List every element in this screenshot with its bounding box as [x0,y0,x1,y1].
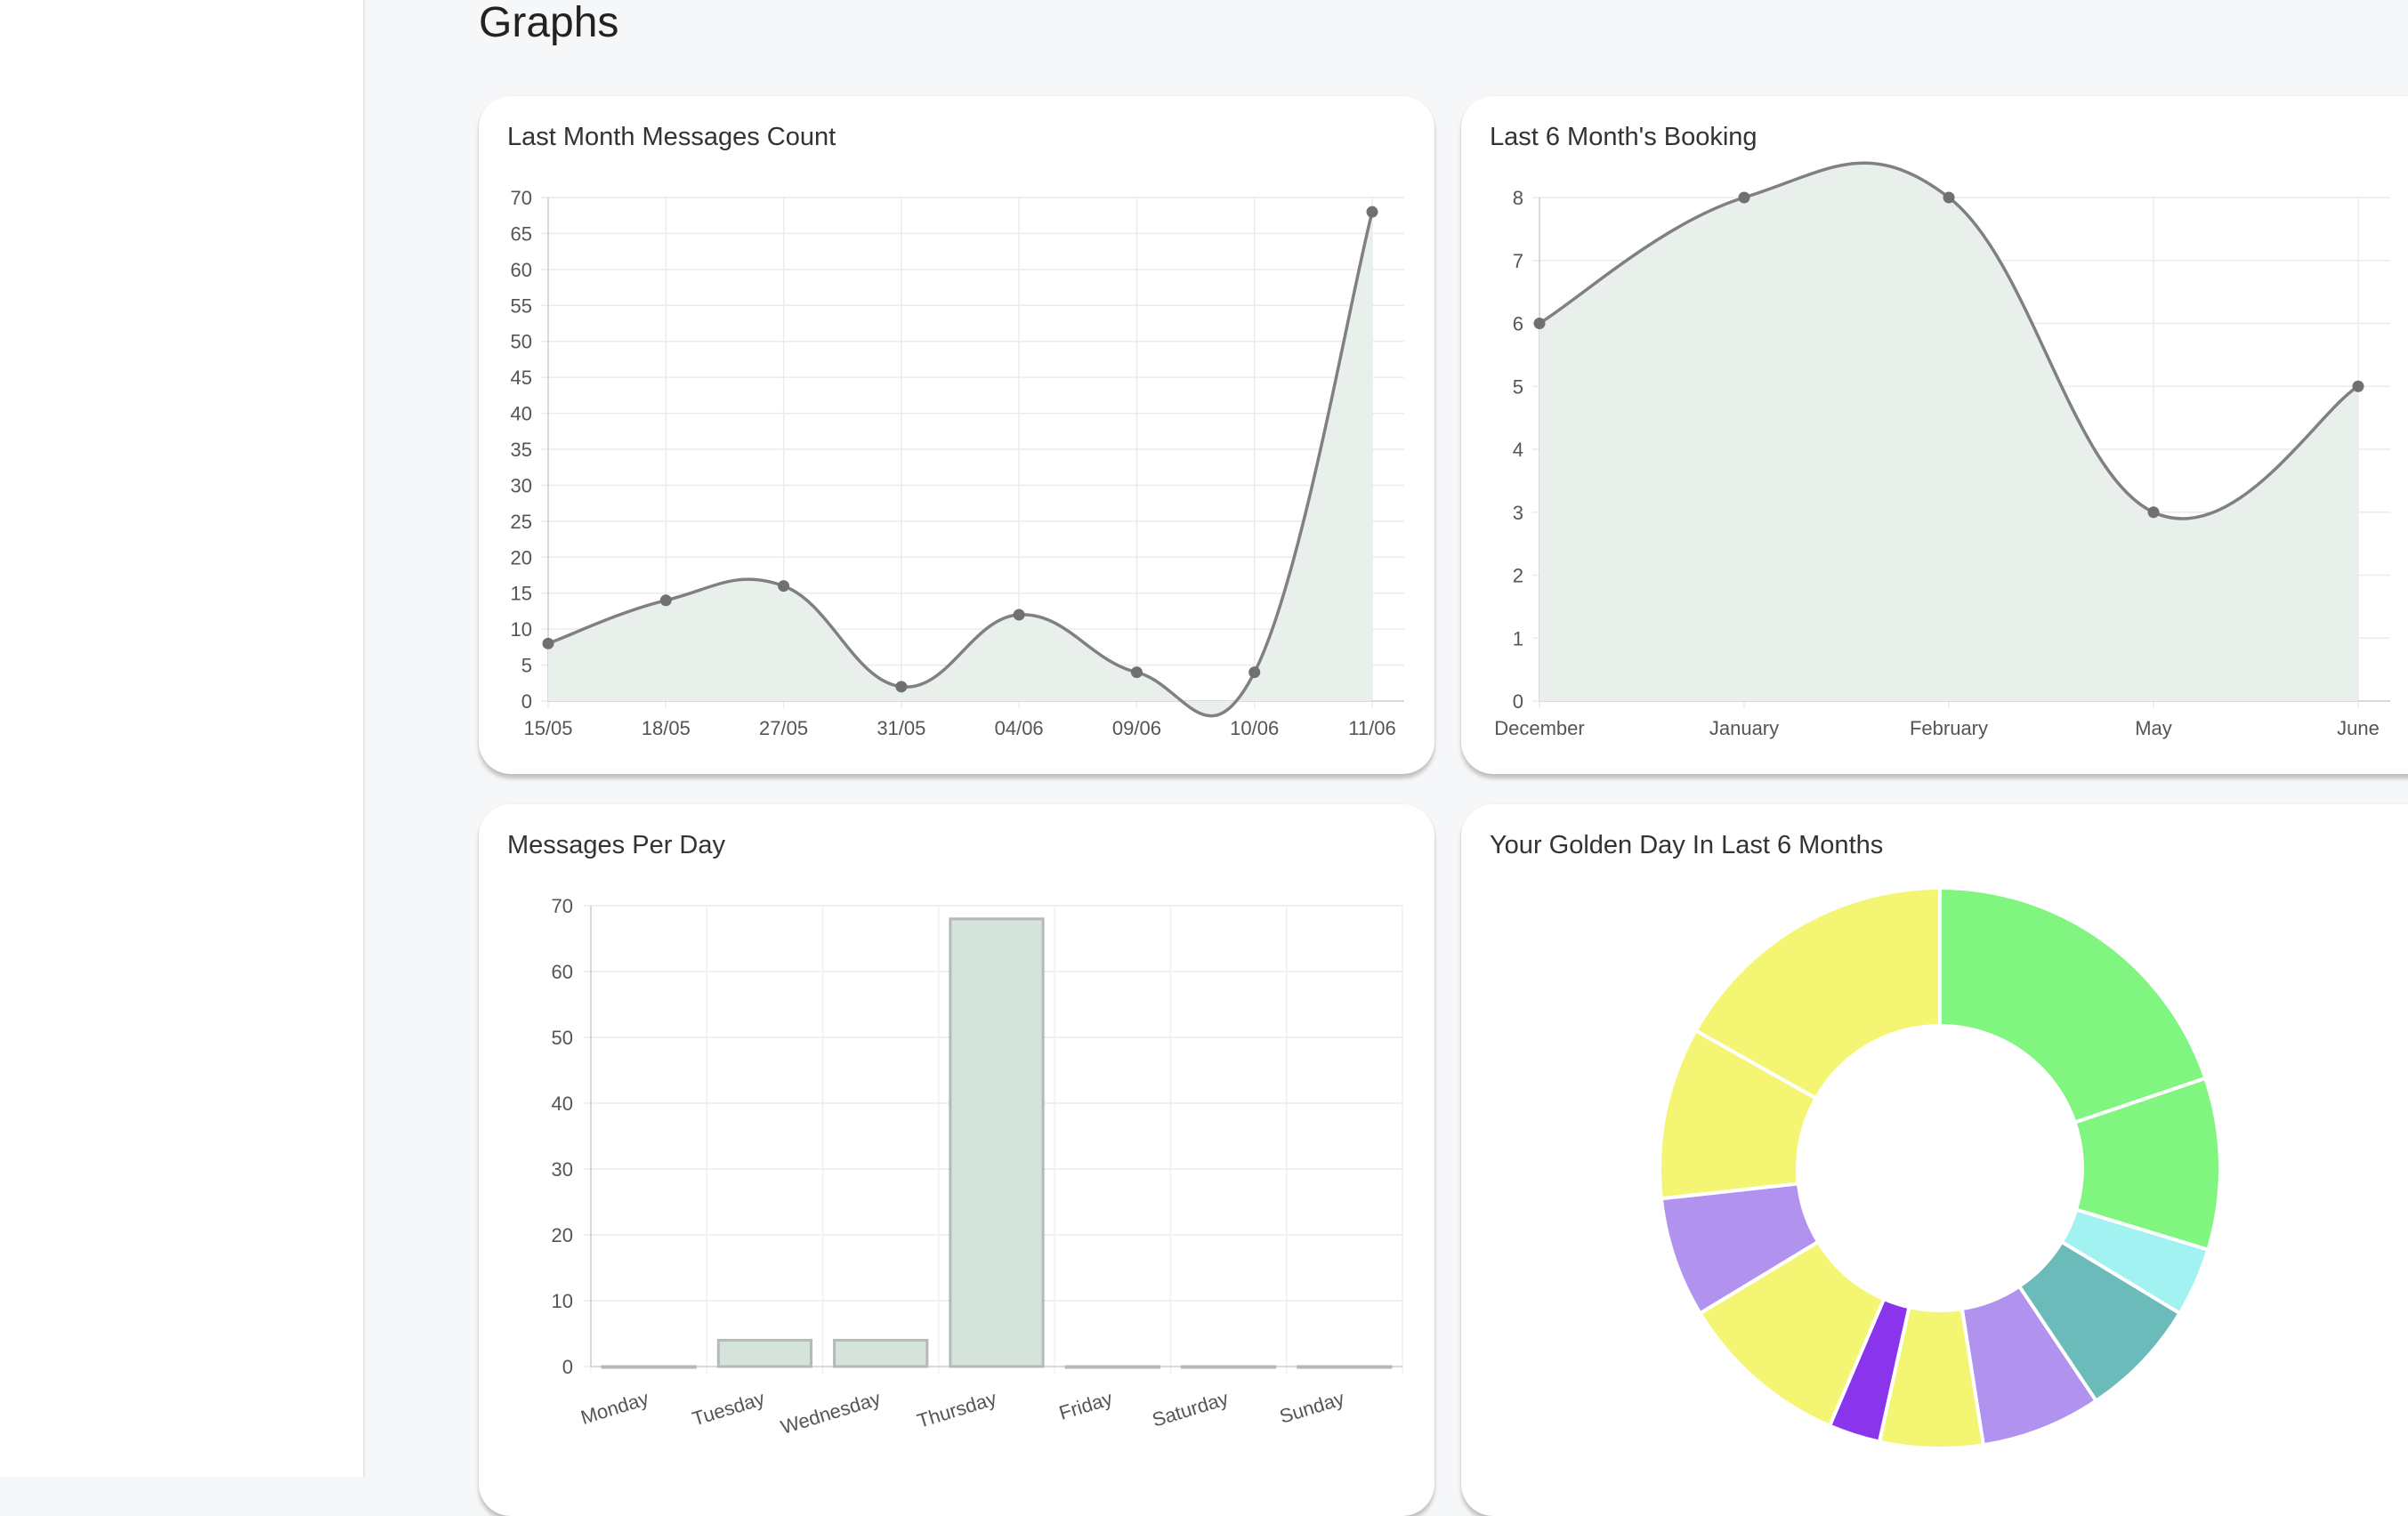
series-area [548,212,1372,716]
data-point [2352,380,2364,392]
golden-day-card: Your Golden Day In Last 6 Months [1461,804,2408,1516]
y-tick-label: 15 [511,583,532,605]
y-tick-label: 60 [511,259,532,281]
y-tick-label: 40 [552,1093,573,1115]
y-tick-label: 50 [552,1027,573,1049]
pie-slice [1938,885,2208,1125]
data-point [895,681,908,693]
messages-count-chart: 0 5 10 15 20 25 30 35 40 45 50 55 60 65 70 15/05 18/05 27… [511,187,1404,739]
series-area [1539,163,2358,701]
golden-day-chart [1658,885,2222,1450]
y-tick-label: 8 [1513,187,1523,209]
data-point [542,637,554,649]
data-point [1248,666,1261,679]
card-title: Last Month Messages Count [507,123,836,151]
y-tick-label: 6 [1513,313,1523,335]
y-tick-label: 0 [521,690,532,713]
booking-card: Last 6 Month's Booking 0 1 2 3 4 5 6 7 8 December… [1461,96,2408,774]
x-tick-label: June [2337,717,2380,739]
y-tick-label: 35 [511,439,532,461]
page-title: Graphs [479,0,619,46]
y-tick-label: 65 [511,222,532,245]
data-point [1533,318,1546,329]
data-point [1013,609,1025,621]
x-tick-label: Sunday [1277,1387,1347,1428]
x-tick-label: Friday [1056,1387,1115,1424]
card-title: Messages Per Day [507,831,725,859]
y-tick-label: 0 [1513,690,1523,713]
y-tick-label: 20 [511,546,532,568]
messages-per-day-chart: 0 10 20 30 40 50 60 70 Monday Tuesday Wednesday Thu… [552,895,1403,1439]
y-tick-label: 70 [511,187,532,209]
y-tick-label: 70 [552,895,573,917]
y-tick-label: 4 [1513,439,1523,461]
x-tick-label: Thursday [915,1387,999,1432]
y-tick-label: 60 [552,961,573,983]
data-point [1366,206,1378,218]
x-tick-label: 09/06 [1112,717,1161,739]
data-point [1738,191,1750,204]
x-tick-label: 31/05 [877,717,925,739]
series-line [1539,161,2359,520]
x-tick-label: January [1709,717,1779,739]
x-tick-label: February [1910,717,1988,739]
x-tick-label: 10/06 [1230,717,1279,739]
y-tick-label: 40 [511,403,532,425]
bar [716,1338,813,1368]
x-tick-label: Monday [578,1387,651,1429]
x-tick-label: 18/05 [642,717,691,739]
data-point [1130,666,1143,679]
x-tick-label: May [2135,717,2172,739]
x-tick-label: 27/05 [759,717,808,739]
y-tick-label: 55 [511,294,532,317]
y-tick-label: 25 [511,511,532,533]
x-tick-label: 15/05 [523,717,572,739]
y-tick-label: 2 [1513,565,1523,587]
y-tick-label: 1 [1513,627,1523,649]
card-title: Last 6 Month's Booking [1490,123,1758,151]
y-tick-label: 0 [562,1356,573,1378]
booking-chart: 0 1 2 3 4 5 6 7 8 December January February May June [1494,161,2390,739]
messages-count-card: Last Month Messages Count 0 5 10 15 20 25 30 35… [479,96,1434,774]
messages-per-day-card: Messages Per Day 0 10 20 30 40 50 60 70 Monday Tu… [479,804,1434,1516]
pie-slice [1693,885,1942,1101]
sidebar [0,0,365,1477]
y-tick-label: 10 [552,1290,573,1312]
x-tick-label: Saturday [1150,1387,1232,1431]
data-point [659,594,672,607]
data-point [2147,506,2160,519]
data-point [778,580,790,593]
bar [949,917,1045,1368]
x-tick-label: 11/06 [1348,717,1395,739]
bar [833,1338,929,1368]
y-tick-label: 5 [1513,375,1523,398]
x-tick-label: Wednesday [778,1387,883,1439]
data-point [1943,191,1955,204]
x-tick-label: December [1494,717,1584,739]
x-tick-label: Tuesday [690,1387,767,1430]
x-tick-label: 04/06 [995,717,1044,739]
y-tick-label: 30 [552,1158,573,1181]
card-title: Your Golden Day In Last 6 Months [1490,831,1884,859]
y-tick-label: 20 [552,1224,573,1246]
y-tick-label: 30 [511,474,532,496]
y-tick-label: 45 [511,367,532,389]
y-tick-label: 5 [521,655,532,677]
y-tick-label: 3 [1513,502,1523,524]
y-tick-label: 7 [1513,250,1523,272]
y-tick-label: 50 [511,331,532,353]
y-tick-label: 10 [511,618,532,641]
